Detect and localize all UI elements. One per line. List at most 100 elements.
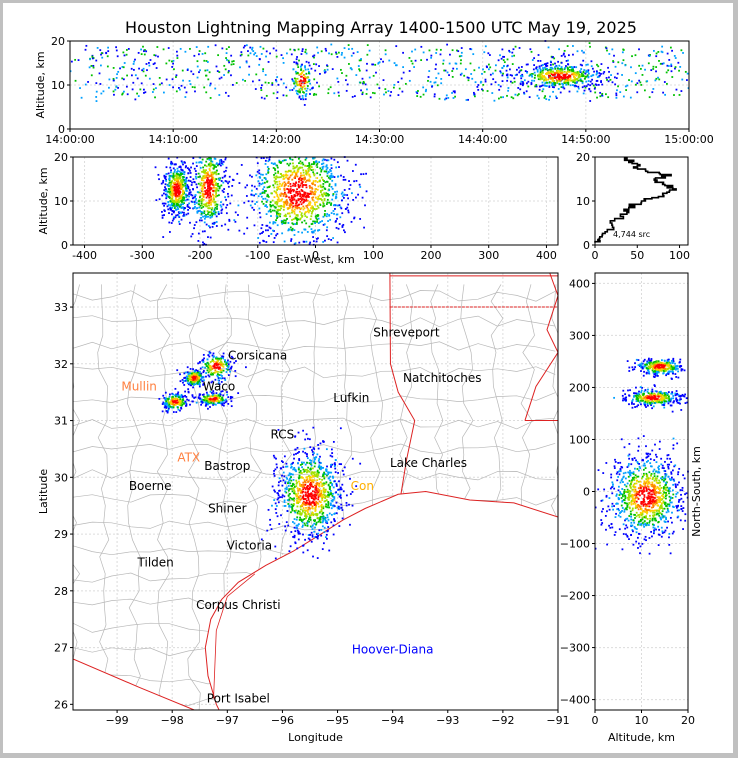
- source-point: [303, 195, 305, 198]
- source-point: [267, 229, 269, 232]
- source-point: [303, 485, 305, 487]
- source-point: [284, 221, 287, 224]
- source-point: [261, 232, 263, 234]
- source-point: [264, 81, 267, 84]
- source-point: [350, 68, 353, 71]
- source-point: [321, 220, 324, 222]
- source-point: [299, 192, 301, 195]
- source-point: [251, 200, 254, 203]
- source-point: [286, 52, 288, 55]
- source-point: [181, 179, 183, 181]
- source-point: [272, 222, 275, 225]
- source-point: [196, 378, 198, 381]
- source-point: [652, 49, 655, 52]
- source-point: [455, 62, 458, 65]
- source-point: [265, 201, 268, 203]
- source-point: [453, 91, 456, 94]
- source-point: [395, 45, 398, 48]
- y-tick-label: 20: [51, 35, 65, 48]
- source-point: [309, 175, 312, 178]
- source-point: [567, 59, 569, 62]
- source-point: [473, 69, 476, 72]
- source-point: [666, 82, 668, 85]
- source-point: [487, 63, 490, 66]
- source-point: [227, 402, 230, 405]
- source-point: [291, 462, 293, 465]
- source-point: [322, 493, 325, 496]
- source-point: [582, 92, 585, 95]
- source-point: [446, 43, 449, 46]
- source-point: [290, 194, 293, 197]
- source-point: [210, 173, 213, 176]
- source-point: [519, 74, 522, 77]
- source-point: [319, 197, 322, 200]
- source-point: [353, 95, 356, 98]
- source-point: [221, 189, 224, 192]
- source-point: [638, 79, 641, 82]
- source-point: [581, 82, 584, 84]
- source-point: [324, 519, 327, 522]
- source-point: [297, 532, 300, 535]
- source-point: [307, 68, 310, 71]
- source-point: [259, 216, 262, 219]
- county-border: [73, 315, 556, 328]
- source-point: [312, 519, 315, 522]
- source-point: [591, 82, 594, 85]
- source-point: [279, 193, 281, 196]
- source-point: [345, 89, 348, 92]
- source-point: [281, 222, 284, 225]
- source-point: [279, 183, 281, 185]
- source-point: [315, 494, 318, 497]
- source-point: [246, 216, 249, 219]
- source-point: [293, 526, 296, 529]
- source-point: [95, 90, 98, 93]
- source-point: [233, 219, 236, 222]
- source-point: [340, 207, 343, 210]
- source-point: [606, 49, 608, 52]
- source-point: [599, 69, 602, 71]
- source-point: [336, 55, 339, 58]
- source-point: [341, 517, 344, 520]
- source-point: [326, 226, 329, 229]
- source-point: [181, 161, 184, 164]
- source-point: [318, 161, 321, 164]
- source-point: [306, 76, 309, 78]
- source-point: [299, 498, 302, 501]
- source-point: [302, 184, 304, 187]
- source-point: [312, 220, 315, 223]
- source-point: [300, 82, 303, 85]
- source-point: [300, 212, 303, 215]
- source-point: [267, 171, 270, 174]
- source-point: [208, 355, 211, 358]
- source-point: [587, 75, 590, 78]
- source-point: [187, 206, 190, 208]
- source-point: [307, 195, 310, 198]
- source-point: [325, 448, 328, 451]
- source-point: [170, 192, 172, 195]
- source-point: [201, 194, 204, 197]
- source-point: [299, 471, 302, 474]
- source-point: [201, 400, 203, 403]
- source-point: [569, 74, 572, 77]
- source-point: [305, 184, 308, 186]
- source-point: [509, 74, 512, 76]
- source-point: [175, 191, 178, 194]
- source-point: [292, 80, 295, 83]
- source-point: [125, 85, 128, 88]
- source-point: [108, 78, 111, 81]
- source-point: [206, 393, 209, 396]
- source-point: [204, 203, 206, 206]
- source-point: [155, 67, 158, 69]
- source-point: [230, 54, 233, 57]
- source-point: [309, 93, 311, 95]
- source-point: [296, 497, 299, 500]
- source-point: [310, 459, 313, 462]
- source-point: [304, 48, 307, 51]
- source-point: [212, 181, 215, 183]
- source-point: [215, 394, 217, 397]
- source-point: [276, 202, 279, 205]
- source-point: [221, 47, 224, 50]
- source-point: [290, 497, 293, 500]
- source-point: [197, 371, 200, 374]
- source-point: [477, 88, 480, 91]
